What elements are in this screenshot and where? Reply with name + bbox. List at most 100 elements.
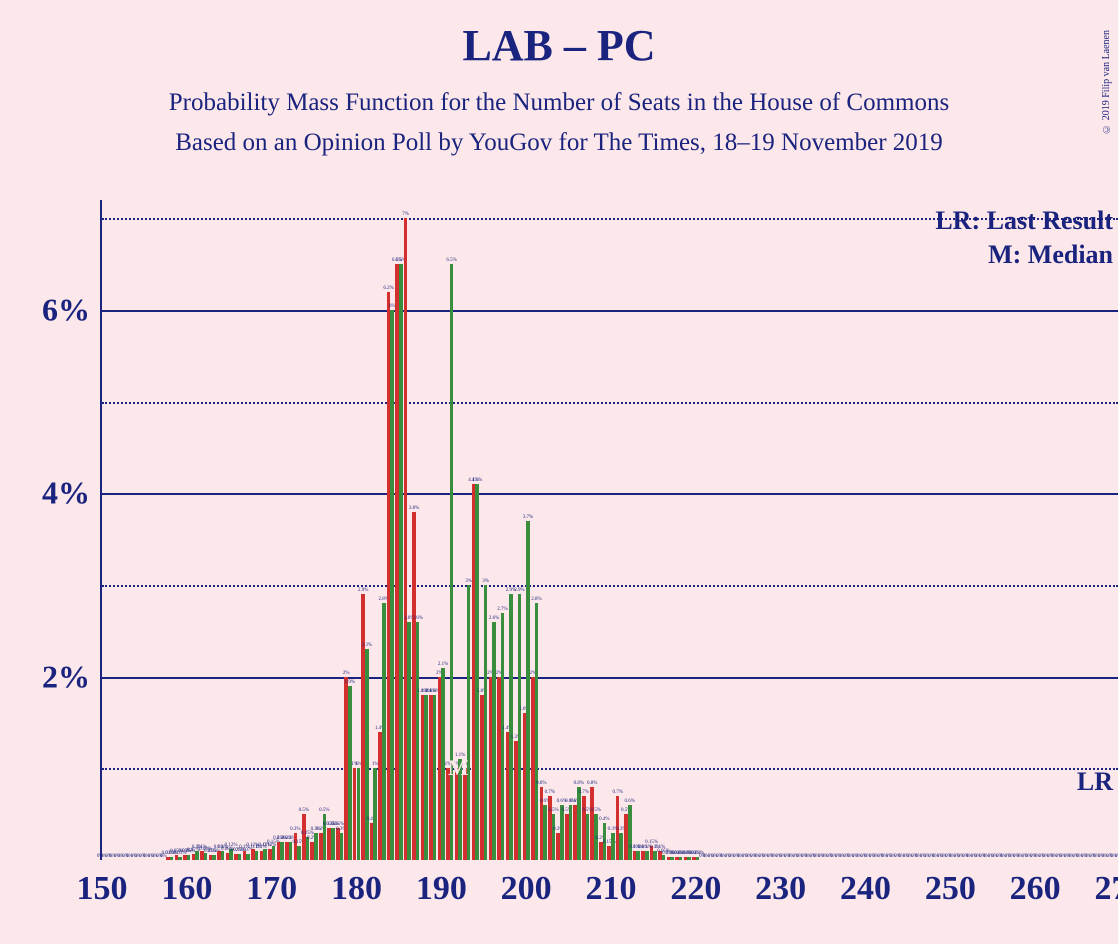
- x-axis-label: 260: [1010, 870, 1061, 908]
- bar-green: [552, 814, 556, 860]
- bar-green: [340, 833, 344, 861]
- bar-green: [484, 585, 488, 860]
- bar-green: [365, 649, 369, 860]
- bar-green: [297, 846, 301, 860]
- copyright-text: © 2019 Filip van Laenen: [1101, 30, 1112, 134]
- gridline-major: [102, 310, 1118, 312]
- chart-subtitle-1: Probability Mass Function for the Number…: [0, 89, 1118, 117]
- x-axis-label: 190: [416, 870, 467, 908]
- bar-green: [272, 846, 276, 860]
- bar-label: 6.2%: [383, 286, 393, 291]
- y-axis-label: 4%: [42, 475, 90, 512]
- chart-plot-area: 2%4%6%1501601701801902002102202302402502…: [100, 200, 1118, 860]
- bar-label: 4.1%: [472, 478, 482, 483]
- bar-label: 0.5%: [319, 808, 329, 813]
- bar-label: 2.6%: [489, 616, 499, 621]
- bar-green: [331, 828, 335, 860]
- x-axis-label: 170: [246, 870, 297, 908]
- bar-green: [407, 622, 411, 860]
- bar-green: [433, 695, 437, 860]
- legend-lr: LR: Last Result: [935, 206, 1113, 236]
- bar-green: [357, 768, 361, 860]
- gridline-minor: [102, 585, 1118, 587]
- x-axis-label: 150: [77, 870, 128, 908]
- bar-green: [221, 851, 225, 860]
- bar-green: [670, 857, 674, 860]
- bar-label: 2.7%: [497, 607, 507, 612]
- bar-green: [382, 603, 386, 860]
- lr-marker: LR: [1077, 767, 1113, 797]
- bar-label: 6.5%: [446, 258, 456, 263]
- bar-green: [619, 833, 623, 861]
- bar-label: 0.8%: [587, 781, 597, 786]
- bar-green: [178, 857, 182, 860]
- bar-label: 0.5%: [591, 808, 601, 813]
- bar-green: [492, 622, 496, 860]
- x-axis-label: 250: [925, 870, 976, 908]
- bar-green: [586, 814, 590, 860]
- x-axis-label: 220: [670, 870, 721, 908]
- bar-label: 2.3%: [362, 643, 372, 648]
- bar-label: 2.8%: [531, 597, 541, 602]
- bar-label: 0.7%: [545, 790, 555, 795]
- bar-green: [424, 695, 428, 860]
- bar-green: [238, 854, 242, 860]
- median-marker: M: [448, 755, 469, 781]
- bar-green: [636, 851, 640, 860]
- y-axis-label: 2%: [42, 658, 90, 695]
- bar-green: [679, 857, 683, 860]
- bar-label: 0.7%: [579, 790, 589, 795]
- x-axis-label: 200: [501, 870, 552, 908]
- bar-green: [526, 521, 530, 860]
- bar-green: [263, 849, 267, 860]
- bar-label: 3.7%: [523, 515, 533, 520]
- bar-label: 2.9%: [514, 588, 524, 593]
- bar-label: 1.9%: [345, 680, 355, 685]
- bar-label: 0.3%: [290, 827, 300, 832]
- bar-green: [314, 833, 318, 861]
- bar-green: [560, 805, 564, 860]
- bar-green: [509, 594, 513, 860]
- bar-green: [687, 857, 691, 860]
- bar-green: [390, 310, 394, 860]
- bar-label: 0.6%: [625, 799, 635, 804]
- bar-green: [195, 851, 199, 860]
- y-axis-label: 6%: [42, 292, 90, 329]
- bar-label: 0.5%: [548, 808, 558, 813]
- bar-green: [246, 854, 250, 860]
- bar-green: [475, 484, 479, 860]
- bar-label: 0.8%: [574, 781, 584, 786]
- bar-green: [645, 851, 649, 860]
- bar-green: [348, 686, 352, 860]
- gridline-minor: [102, 402, 1118, 404]
- bar-label: 0.7%: [612, 790, 622, 795]
- chart-title: LAB – PC: [0, 20, 1118, 71]
- legend-m: M: Median: [988, 240, 1113, 270]
- bar-label: 2%: [343, 671, 350, 676]
- bar-green: [543, 805, 547, 860]
- bar-green: [416, 622, 420, 860]
- bar-green: [280, 842, 284, 860]
- gridline-major: [102, 493, 1118, 495]
- bar-label: 0.5%: [299, 808, 309, 813]
- bar-green: [569, 805, 573, 860]
- bar-green: [255, 851, 259, 860]
- bar-label: 0.8%: [536, 781, 546, 786]
- bar-label: 2.9%: [358, 588, 368, 593]
- bar-green: [577, 787, 581, 860]
- bar-green: [399, 264, 403, 860]
- bar-green: [535, 603, 539, 860]
- bar-green: [187, 855, 191, 860]
- bar-label: 2.1%: [438, 662, 448, 667]
- bar-green: [373, 768, 377, 860]
- bar-green: [518, 594, 522, 860]
- bar-label: 0.4%: [599, 817, 609, 822]
- bar-green: [501, 613, 505, 861]
- bar-label: 3.8%: [409, 506, 419, 511]
- bar-green: [170, 857, 174, 860]
- bar-green: [628, 805, 632, 860]
- gridline-major: [102, 677, 1118, 679]
- bar-green: [212, 855, 216, 860]
- x-axis-label: 270: [1095, 870, 1118, 908]
- x-axis-label: 180: [331, 870, 382, 908]
